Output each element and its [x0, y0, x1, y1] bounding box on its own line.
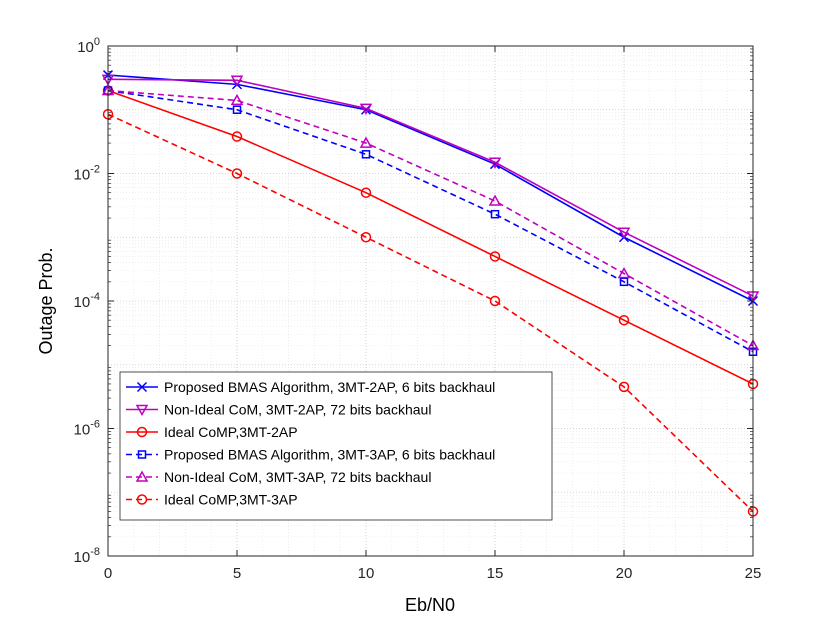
- x-tick-label: 25: [745, 565, 762, 582]
- tick-group: 0 5 10 15 20 25 100 10-2 10-4 10-6 10-8: [74, 36, 762, 582]
- x-tick-label: 0: [104, 565, 112, 582]
- data-point: [231, 168, 243, 179]
- data-point: [360, 187, 372, 198]
- data-point: [488, 194, 502, 206]
- data-point: [617, 266, 631, 279]
- y-tick-label: 10-2: [74, 164, 100, 184]
- data-point: [619, 277, 629, 287]
- series-line: [107, 89, 754, 347]
- legend-marker: [136, 381, 148, 393]
- legend-entry: Non-Ideal CoM, 3MT-2AP, 72 bits backhaul: [126, 402, 431, 418]
- data-point: [232, 105, 242, 114]
- legend: Proposed BMAS Algorithm, 3MT-2AP, 6 bits…: [119, 371, 553, 521]
- legend-marker: [136, 494, 148, 505]
- series-2: [101, 74, 760, 303]
- legend-box: [119, 371, 553, 521]
- legend-entry: Proposed BMAS Algorithm, 3MT-2AP, 6 bits…: [126, 379, 495, 395]
- y-tick-label: 100: [77, 36, 100, 56]
- legend-label: Ideal CoMP,3MT-2AP: [164, 424, 298, 440]
- legend-label: Ideal CoMP,3MT-3AP: [164, 492, 298, 508]
- data-point: [359, 136, 373, 148]
- series-line: [107, 74, 754, 302]
- legend-marker: [135, 470, 149, 482]
- series-line: [107, 113, 754, 513]
- x-axis-label: Eb/N0: [405, 595, 455, 615]
- legend-label: Non-Ideal CoM, 3MT-3AP, 72 bits backhaul: [164, 469, 431, 485]
- data-point: [488, 157, 502, 169]
- y-tick-label: 10-4: [74, 291, 100, 311]
- x-tick-label: 10: [358, 565, 375, 582]
- x-tick-label: 5: [233, 565, 241, 582]
- data-point: [490, 209, 500, 219]
- legend-entry: Ideal CoMP,3MT-2AP: [126, 424, 298, 440]
- y-tick-label: 10-8: [74, 546, 100, 566]
- data-point: [360, 232, 372, 243]
- data-point: [489, 295, 501, 307]
- legend-entry: Ideal CoMP,3MT-3AP: [126, 492, 298, 508]
- data-point: [489, 251, 501, 262]
- x-tick-label: 20: [616, 565, 633, 582]
- data-point: [618, 314, 630, 326]
- data-point: [230, 75, 244, 87]
- legend-marker: [137, 450, 147, 459]
- data-point: [231, 131, 243, 142]
- data-point: [361, 150, 371, 159]
- y-axis-label: Outage Prob.: [36, 247, 56, 354]
- series-line: [107, 89, 754, 385]
- legend-label: Non-Ideal CoM, 3MT-2AP, 72 bits backhaul: [164, 402, 431, 418]
- legend-marker: [136, 426, 148, 438]
- data-point: [230, 93, 244, 106]
- data-point: [359, 103, 373, 115]
- series-line: [107, 78, 754, 297]
- legend-entry: Proposed BMAS Algorithm, 3MT-3AP, 6 bits…: [126, 447, 495, 463]
- x-tick-label: 15: [487, 565, 504, 582]
- y-tick-label: 10-6: [74, 419, 100, 439]
- legend-label: Proposed BMAS Algorithm, 3MT-2AP, 6 bits…: [164, 379, 495, 395]
- legend-marker: [135, 404, 149, 417]
- data-point: [617, 227, 631, 239]
- legend-entry: Non-Ideal CoM, 3MT-3AP, 72 bits backhaul: [126, 469, 431, 485]
- data-point: [618, 381, 630, 393]
- legend-label: Proposed BMAS Algorithm, 3MT-3AP, 6 bits…: [164, 447, 495, 463]
